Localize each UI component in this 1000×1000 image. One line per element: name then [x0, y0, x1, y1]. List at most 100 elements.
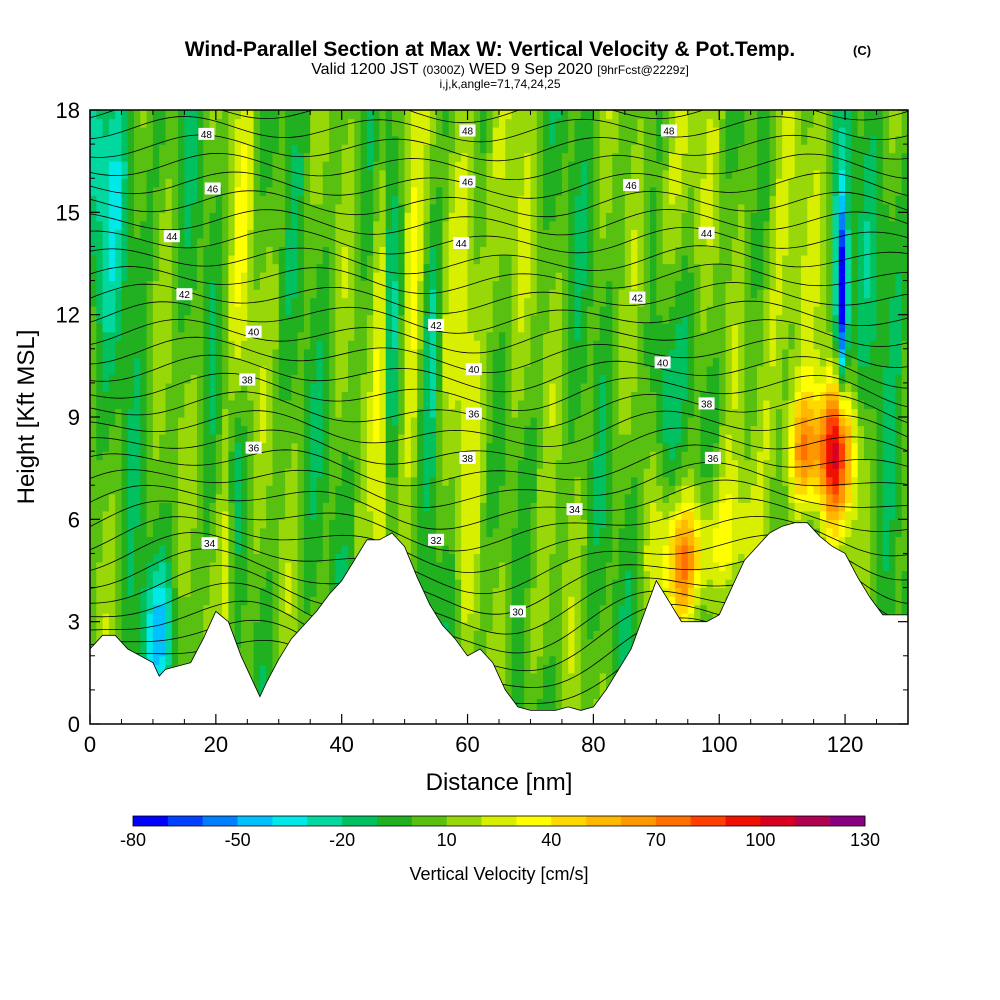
isentrope-label: 36	[465, 407, 482, 421]
x-tick-label: 120	[827, 732, 864, 757]
isentrope-label-text: 44	[456, 239, 468, 250]
x-tick-label: 0	[84, 732, 96, 757]
colorbar-swatch	[551, 816, 587, 826]
isentrope-label: 38	[459, 451, 476, 465]
isentrope-label-text: 46	[626, 181, 638, 192]
isentrope-label: 48	[198, 127, 215, 141]
isentrope-label: 34	[566, 503, 583, 516]
isentrope-label: 38	[239, 373, 256, 387]
isentrope-label: 46	[623, 179, 640, 192]
x-axis: 0 20 40 60 80 100 120	[84, 110, 878, 757]
colorbar-swatch	[446, 816, 482, 826]
chart-subtitle-indices: i,j,k,angle=71,74,24,25	[439, 77, 560, 91]
colorbar-frame	[132, 815, 866, 827]
isentrope-label: 46	[459, 175, 476, 189]
isentrope-label-text: 46	[207, 185, 219, 196]
isentrope-label: 32	[428, 533, 445, 547]
isentrope-label-text: 36	[707, 454, 719, 465]
colorbar-tick-label: -50	[225, 830, 251, 850]
colorbar-swatch	[133, 816, 169, 826]
colorbar-tick-label: -20	[329, 830, 355, 850]
isentrope-label: 42	[629, 291, 646, 305]
colorbar-swatch	[377, 816, 413, 826]
isentrope-label: 44	[698, 226, 715, 240]
isentrope-label-text: 38	[701, 399, 713, 410]
isentrope-label: 40	[654, 356, 671, 369]
x-tick-label: 100	[701, 732, 738, 757]
isentrope-label: 46	[204, 182, 221, 196]
colorbar-swatch	[411, 816, 448, 826]
y-tick-label: 12	[56, 303, 80, 328]
isentrope-label-text: 34	[204, 539, 216, 550]
x-tick-label: 20	[204, 732, 228, 757]
colorbar: -80 -50 -20 10 40 70 100 130	[120, 815, 880, 850]
isentrope-label-text: 30	[512, 607, 524, 618]
colorbar-tick-label: 100	[745, 830, 775, 850]
subtitle-utc: (0300Z)	[423, 63, 465, 77]
chart-title: Wind-Parallel Section at Max W: Vertical…	[185, 38, 796, 61]
isentrope-label: 30	[509, 605, 526, 618]
x-tick-label: 40	[329, 732, 353, 757]
colorbar-swatch	[237, 816, 273, 826]
isentrope-label: 44	[163, 230, 180, 243]
isentrope-label: 38	[698, 397, 715, 410]
isentrope-label: 36	[704, 451, 721, 465]
isentrope-label-text: 40	[468, 365, 480, 376]
terrain-mask	[90, 522, 908, 724]
colorbar-swatch	[586, 816, 622, 826]
isentrope-label: 42	[428, 318, 445, 332]
isentrope-label: 48	[459, 124, 476, 138]
y-tick-label: 3	[68, 610, 80, 635]
isentrope-label: 34	[201, 537, 218, 550]
isentrope-label: 40	[465, 363, 482, 376]
y-tick-label: 15	[56, 200, 80, 225]
title-copyright-mark: (C)	[853, 43, 871, 58]
colorbar-swatch	[725, 816, 761, 826]
y-axis-label: Height [Kft MSL]	[13, 330, 40, 505]
isentrope-label-text: 40	[248, 328, 260, 339]
isentrope-label-text: 44	[166, 232, 178, 243]
x-axis-label: Distance [nm]	[426, 769, 573, 796]
y-tick-label: 6	[68, 507, 80, 532]
isentrope-labels: 48 46 44 42 40 38 36 34 48 46 44 42 40 36 38 32 34 30 48 46…	[163, 124, 721, 618]
subtitle-valid: Valid 1200 JST	[311, 61, 419, 78]
colorbar-swatch	[655, 816, 692, 826]
isentrope-label: 36	[245, 441, 262, 455]
colorbar-swatch	[830, 816, 866, 826]
isentrope-label-text: 36	[468, 410, 480, 421]
colorbar-tick-label: 130	[850, 830, 880, 850]
isentrope-label-text: 44	[701, 229, 713, 240]
isentrope-label-text: 42	[632, 294, 644, 305]
isentrope-label-text: 42	[431, 321, 443, 332]
y-tick-label: 9	[68, 405, 80, 430]
isentrope-label-text: 38	[462, 454, 474, 465]
isentrope-label-text: 48	[462, 127, 474, 138]
subtitle-forecast: [9hrFcst@2229z]	[597, 63, 689, 77]
colorbar-swatch	[690, 816, 726, 826]
plot-area: 48 46 44 42 40 38 36 34 48 46 44 42 40 36 38 32 34 30 48 46…	[90, 110, 908, 724]
colorbar-swatch	[342, 816, 378, 826]
x-tick-label: 80	[581, 732, 605, 757]
isentrope-label: 40	[245, 325, 262, 339]
isentrope-label-text: 34	[569, 505, 581, 516]
colorbar-label: Vertical Velocity [cm/s]	[409, 864, 588, 884]
isentrope-label: 44	[453, 237, 470, 250]
y-tick-label: 0	[68, 712, 80, 737]
isentrope-label-text: 38	[242, 376, 254, 387]
isentrope-label-text: 42	[179, 290, 191, 301]
colorbar-swatch	[167, 816, 204, 826]
colorbar-swatch	[760, 816, 796, 826]
colorbar-swatch	[307, 816, 343, 826]
colorbar-swatch	[795, 816, 831, 826]
colorbar-swatch	[516, 816, 552, 826]
isentrope-label-text: 40	[657, 358, 669, 369]
isentrope-label-text: 46	[462, 178, 474, 189]
y-tick-label: 18	[56, 98, 80, 123]
isentrope-label: 42	[176, 288, 193, 301]
isentrope-label-text: 36	[248, 444, 260, 455]
colorbar-swatch	[481, 816, 517, 826]
isentrope-label: 48	[660, 124, 677, 138]
subtitle-date: WED 9 Sep 2020	[469, 61, 593, 78]
